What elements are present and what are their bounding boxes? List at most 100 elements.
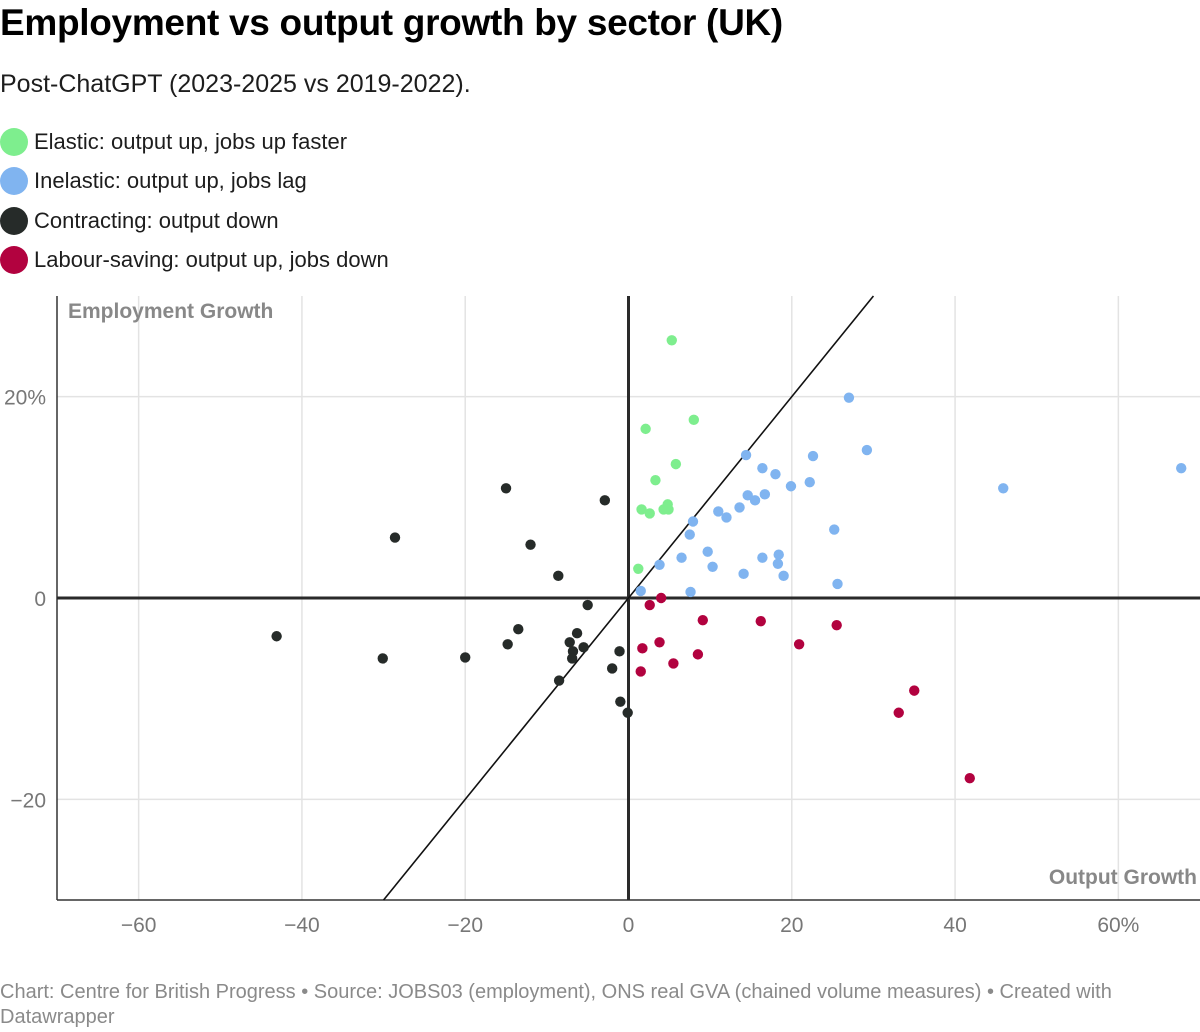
reference-line-y-equals-x [382, 295, 875, 901]
legend-swatch [0, 127, 28, 156]
data-point [757, 462, 768, 474]
legend-label: Elastic: output up, jobs up faster [34, 128, 348, 154]
data-point [685, 586, 696, 598]
data-point [772, 558, 784, 569]
data-point [655, 592, 667, 604]
data-point [640, 423, 651, 435]
data-point [755, 615, 766, 627]
data-point [637, 643, 648, 654]
data-point [793, 639, 805, 650]
data-point [742, 490, 753, 501]
legend-label: Contracting: output down [34, 207, 279, 233]
legend-label: Labour-saving: output up, jobs down [34, 247, 389, 273]
data-point [553, 675, 565, 686]
data-point [721, 512, 732, 523]
data-point [702, 546, 713, 557]
data-point [578, 642, 589, 653]
data-point [757, 552, 768, 563]
legend: Elastic: output up, jobs up faster Inela… [0, 122, 389, 280]
data-point [861, 444, 873, 456]
legend-item-labour-saving: Labour-saving: output up, jobs down [0, 241, 389, 281]
data-point [998, 483, 1009, 494]
data-point [734, 502, 745, 513]
x-tick-label: 40 [943, 914, 966, 937]
y-tick-label: 20% [4, 387, 46, 410]
data-point [644, 508, 655, 519]
x-tick-label: −40 [284, 914, 320, 937]
legend-swatch [0, 246, 28, 275]
data-point [713, 506, 724, 517]
chart-title: Employment vs output growth by sector (U… [0, 2, 783, 43]
data-point [670, 458, 682, 470]
data-point [635, 585, 646, 597]
data-point [635, 666, 646, 677]
chart-subtitle: Post-ChatGPT (2023-2025 vs 2019-2022). [0, 70, 471, 98]
data-point [622, 707, 633, 718]
data-point [606, 663, 618, 674]
data-point [633, 563, 644, 575]
data-point [831, 619, 842, 631]
data-point [688, 414, 700, 426]
data-point [692, 649, 704, 660]
data-point [697, 614, 708, 626]
legend-item-elastic: Elastic: output up, jobs up faster [0, 122, 389, 162]
data-point [663, 504, 674, 515]
data-point [553, 570, 564, 582]
data-point [513, 624, 524, 635]
data-point [599, 495, 611, 506]
x-tick-label: −60 [121, 914, 157, 937]
data-point [389, 532, 401, 543]
y-tick-label: 0 [34, 588, 46, 611]
data-point [740, 449, 752, 461]
data-point [525, 539, 536, 550]
data-point [778, 570, 789, 582]
data-point [843, 392, 855, 403]
data-point [893, 707, 904, 718]
data-point [829, 524, 840, 535]
data-point [271, 631, 282, 642]
data-point [654, 637, 665, 648]
y-tick-label: −20 [10, 789, 46, 812]
legend-item-contracting: Contracting: output down [0, 201, 389, 241]
x-tick-label: 20 [780, 914, 803, 937]
data-point [684, 529, 695, 540]
data-point [1176, 462, 1187, 474]
legend-label: Inelastic: output up, jobs lag [34, 168, 307, 194]
data-point [571, 628, 583, 639]
data-point [615, 696, 626, 707]
data-point [377, 653, 388, 664]
data-point [707, 561, 718, 572]
data-point [502, 639, 513, 650]
data-point [460, 652, 471, 663]
data-point [668, 658, 679, 669]
data-point [676, 552, 687, 563]
data-point [566, 653, 578, 664]
data-point [654, 559, 665, 570]
data-point [770, 468, 781, 480]
y-axis-label: Employment Growth [68, 300, 273, 323]
legend-swatch [0, 167, 28, 196]
data-point [666, 335, 677, 346]
x-tick-label: 0 [623, 914, 635, 937]
data-point [738, 568, 749, 580]
data-point [807, 450, 819, 462]
data-point [832, 578, 843, 590]
legend-item-inelastic: Inelastic: output up, jobs lag [0, 162, 389, 202]
data-point [785, 481, 797, 492]
data-point [644, 599, 655, 611]
x-axis-label: Output Growth [1049, 866, 1197, 889]
data-point [582, 599, 593, 611]
data-point [964, 772, 975, 784]
data-point [650, 475, 661, 486]
data-point [909, 685, 920, 696]
data-point [759, 489, 771, 500]
data-point [804, 477, 815, 488]
chart-footer: Chart: Centre for British Progress • Sou… [0, 981, 1112, 1028]
data-point [500, 483, 512, 494]
data-point [636, 504, 647, 515]
legend-swatch [0, 206, 28, 235]
data-point [614, 646, 625, 657]
data-point [749, 495, 761, 506]
x-tick-label: −20 [447, 914, 483, 937]
